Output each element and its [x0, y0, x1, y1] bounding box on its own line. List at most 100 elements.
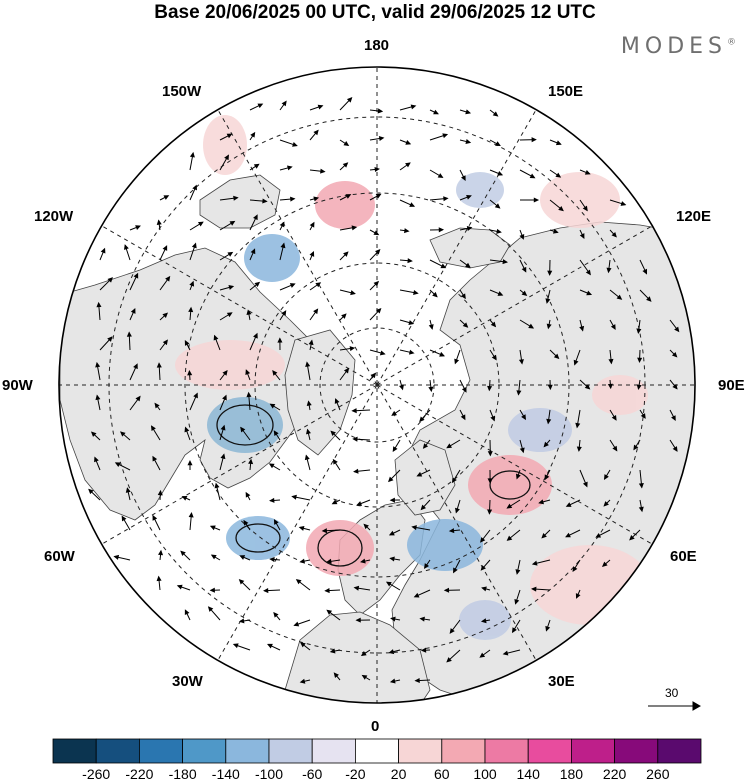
wind-arrowhead	[552, 228, 559, 234]
graticule	[59, 67, 695, 703]
wind-arrowhead	[538, 499, 544, 505]
africa	[284, 611, 431, 703]
wind-arrowhead	[576, 446, 582, 452]
wind-arrowhead	[601, 561, 608, 567]
wind-arrowhead	[584, 384, 591, 390]
colorbar-tick-label: -100	[254, 766, 284, 782]
wind-arrowhead	[350, 290, 356, 296]
colorbar-tick-label: -260	[82, 766, 111, 782]
wind-arrowhead	[343, 141, 350, 147]
wind-arrowhead	[375, 307, 382, 314]
wind-arrowhead	[119, 431, 126, 437]
wind-arrowhead	[671, 415, 676, 422]
wind-arrowhead	[480, 618, 487, 624]
wind-arrowhead	[405, 140, 412, 145]
wind-arrowhead	[390, 616, 396, 622]
wind-arrowhead	[210, 554, 217, 560]
wind-arrowhead	[439, 351, 445, 357]
wind-arrowhead	[188, 511, 194, 518]
wind-arrowhead	[209, 587, 215, 593]
colorbar	[52, 738, 702, 764]
wind-arrowhead	[414, 677, 420, 684]
wind-arrowhead	[492, 111, 499, 117]
wind-arrowhead	[545, 625, 551, 632]
wind-arrowhead	[277, 337, 283, 343]
lon-label-180: 180	[364, 37, 390, 54]
colorbar-swatch	[138, 738, 183, 764]
wind-arrowhead	[531, 137, 537, 143]
wind-arrowhead	[306, 400, 312, 406]
wind-arrowhead	[226, 133, 233, 139]
wind-arrowhead	[413, 592, 420, 598]
wind-arrowhead	[521, 414, 526, 421]
lon-label-90w: 90W	[2, 377, 33, 394]
wind-arrowhead	[346, 97, 353, 103]
wind-arrowhead	[480, 537, 486, 543]
wind-arrowhead	[437, 173, 444, 178]
wind-arrowhead	[461, 386, 467, 393]
wind-arrowhead	[392, 446, 398, 453]
wind-arrowhead	[433, 109, 439, 115]
wind-arrowhead	[387, 476, 394, 483]
wind-arrowhead	[267, 643, 273, 649]
wind-arrowhead	[343, 251, 349, 257]
wind-arrowhead	[162, 245, 168, 251]
wind-arrowhead	[273, 519, 279, 525]
wind-arrowhead	[96, 301, 102, 308]
wind-arrowhead	[497, 170, 504, 176]
wind-arrowhead	[494, 203, 501, 209]
wind-arrowhead	[213, 334, 219, 341]
wind-reference-label: 30	[665, 686, 679, 700]
wind-arrowhead	[113, 554, 120, 560]
wind-arrowhead	[375, 193, 382, 199]
wind-arrowhead	[385, 581, 392, 587]
wind-arrowhead	[481, 586, 487, 592]
colorbar-swatch	[311, 738, 356, 764]
wind-arrowhead	[461, 175, 466, 182]
brand-text: MODES	[620, 34, 727, 59]
scandinavia	[394, 439, 456, 516]
wind-arrowhead	[107, 336, 113, 342]
wind-arrowhead	[579, 325, 585, 332]
wind-arrowhead	[290, 196, 296, 202]
lon-label-120e: 120E	[676, 208, 712, 225]
wind-arrowhead	[611, 415, 617, 421]
wind-arrowhead	[565, 502, 572, 507]
wind-arrowhead	[546, 323, 552, 330]
wind-arrowhead	[374, 166, 380, 172]
wind-arrowhead	[491, 354, 497, 361]
wind-arrowhead	[370, 372, 377, 379]
wind-arrowhead	[352, 436, 358, 442]
wind-arrowhead	[674, 326, 680, 333]
wind-arrowhead	[479, 652, 486, 658]
wind-arrowhead	[124, 244, 129, 250]
wind-arrowhead	[94, 456, 99, 463]
wind-arrowhead	[541, 532, 547, 539]
colorbar-tick-label: -220	[125, 766, 154, 782]
wind-arrowhead	[389, 556, 395, 562]
wind-arrowhead	[547, 270, 553, 276]
wind-arrowhead	[176, 584, 183, 590]
wind-arrowhead	[281, 100, 287, 107]
wind-arrowhead	[379, 350, 386, 356]
map-disc	[59, 67, 695, 703]
colorbar-tick-label: -140	[211, 766, 240, 782]
wind-arrowhead	[291, 494, 297, 500]
wind-arrowhead	[273, 430, 279, 436]
wind-arrowhead	[299, 558, 306, 564]
wind-arrowhead	[181, 496, 188, 501]
wind-arrowhead	[320, 168, 326, 174]
wind-arrowhead	[416, 471, 423, 477]
colorbar-swatch	[657, 738, 702, 764]
wind-arrowhead	[88, 488, 94, 495]
wind-arrowhead	[411, 525, 417, 531]
wind-arrowhead	[607, 383, 613, 390]
wind-arrowhead	[100, 247, 106, 254]
wind-arrowhead	[490, 415, 496, 422]
wind-arrowhead	[449, 628, 455, 634]
wind-arrowhead	[246, 391, 252, 398]
wind-arrowhead	[361, 674, 368, 680]
wind-arrowhead	[432, 291, 438, 298]
wind-arrowhead	[514, 598, 520, 605]
